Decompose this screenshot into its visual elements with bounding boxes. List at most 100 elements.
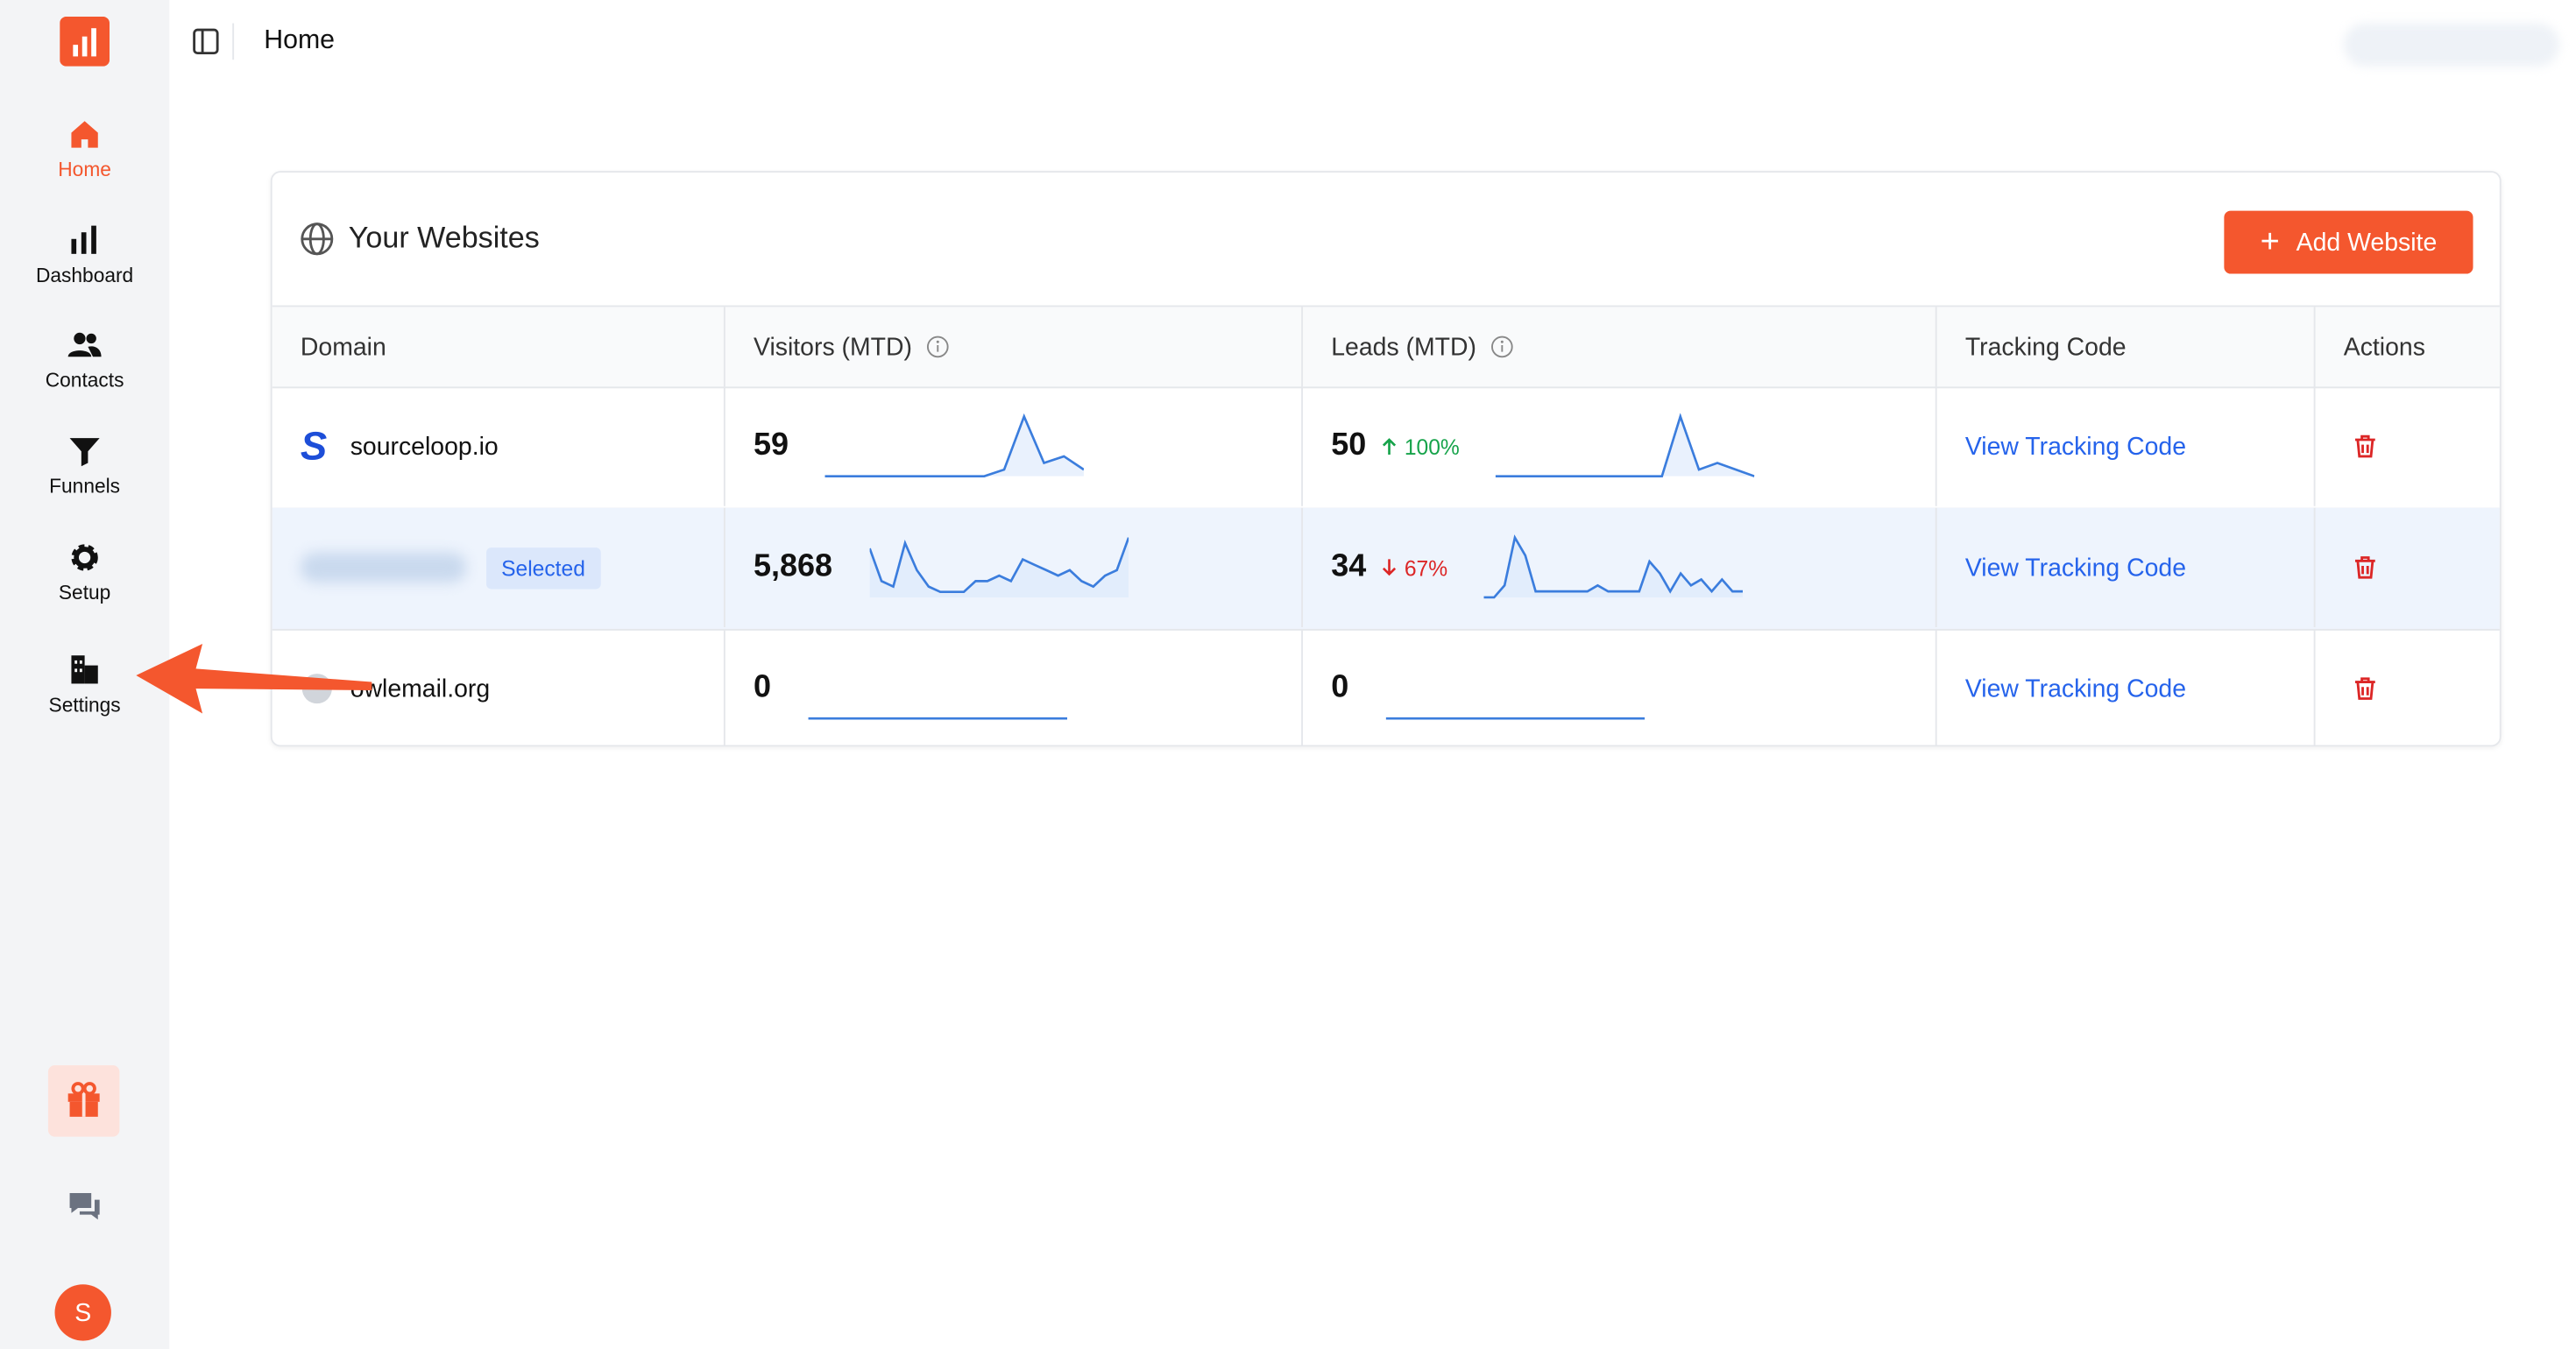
nav-label: Funnels — [49, 474, 121, 498]
nav-item[interactable]: Settings — [0, 652, 169, 717]
avatar[interactable]: S — [54, 1284, 111, 1341]
sparkline — [807, 717, 1067, 720]
info-icon — [1490, 335, 1512, 358]
tracking-link[interactable]: View Tracking Code — [1964, 674, 2187, 703]
column-header: Visitors (MTD) — [723, 307, 1301, 387]
column-header: Leads (MTD) — [1301, 307, 1936, 387]
table-cell: 34 67% — [1301, 507, 1936, 628]
table-cell: View Tracking Code — [1935, 386, 2314, 506]
delete-button[interactable] — [2352, 554, 2378, 581]
domain[interactable]: owlemail.org — [350, 674, 491, 703]
sparkline — [1384, 717, 1645, 720]
table-header: Domain Visitors (MTD) Leads (MTD) Tracking … — [272, 307, 2500, 389]
nav-item[interactable]: Home — [0, 117, 169, 181]
table-cell: 59 — [723, 386, 1301, 506]
annotation-arrow — [136, 643, 372, 714]
table-cell: Selected — [272, 508, 724, 627]
sparkline-line — [824, 413, 1085, 477]
nav-icon — [71, 121, 98, 148]
tracking-link[interactable]: View Tracking Code — [1964, 553, 2187, 582]
column-header: Actions — [2313, 307, 2500, 387]
change-arrow — [1383, 559, 1397, 576]
visitors: 59 — [754, 427, 789, 463]
nav-icon — [71, 225, 96, 254]
sparkline-area — [824, 416, 1085, 477]
websites-card: Your Websites + Add Website Domain Visitor… — [270, 171, 2502, 747]
sparkline-area — [1496, 416, 1756, 477]
nav-label: Home — [58, 157, 111, 181]
table-cell: 0 — [1301, 628, 1936, 745]
nav-label: Settings — [48, 693, 121, 717]
column-title: Leads (MTD) — [1331, 332, 1477, 362]
sparkline — [824, 413, 1085, 477]
globe-icon — [301, 222, 334, 256]
change: 100% — [1381, 434, 1460, 459]
table-cell: 0 — [723, 628, 1301, 745]
chat-button[interactable] — [67, 1190, 103, 1223]
nav-label: Dashboard — [35, 264, 134, 287]
column-title: Tracking Code — [1964, 332, 2127, 362]
site-logo: S — [301, 428, 327, 465]
leads: 50 — [1331, 427, 1367, 463]
sparkline-line — [1483, 534, 1744, 599]
column-title: Visitors (MTD) — [754, 332, 913, 362]
nav-icon — [71, 655, 98, 684]
delete-button[interactable] — [2352, 675, 2378, 702]
table-cell — [2313, 628, 2500, 745]
sparkline-area — [868, 537, 1129, 597]
table-cell: 5,868 — [723, 507, 1301, 628]
sparkline-line — [1496, 413, 1756, 477]
divider — [232, 23, 235, 60]
svg-text:S: S — [301, 428, 327, 465]
account-menu[interactable] — [2343, 23, 2560, 67]
nav-label: Contacts — [45, 368, 124, 392]
nav-item[interactable]: Setup — [0, 540, 169, 604]
info-icon — [926, 335, 948, 358]
leads: 34 — [1331, 549, 1367, 584]
table-cell — [2313, 386, 2500, 506]
change-value: 67% — [1404, 554, 1448, 581]
sparkline — [868, 537, 1129, 597]
column-title: Actions — [2343, 332, 2425, 362]
nav-icon — [67, 332, 102, 357]
nav-label: Setup — [58, 581, 111, 604]
visitors: 5,868 — [754, 549, 833, 584]
column-header: Tracking Code — [1935, 307, 2314, 387]
delete-button[interactable] — [2352, 433, 2378, 459]
sidebar-toggle[interactable] — [193, 28, 219, 55]
websites-table: Domain Visitors (MTD) Leads (MTD) Tracking … — [272, 305, 2500, 745]
change: 67% — [1381, 555, 1447, 580]
change-value: 100% — [1404, 434, 1460, 459]
change-arrow — [1383, 438, 1397, 456]
visitors: 0 — [754, 670, 772, 706]
gift-button[interactable] — [47, 1065, 120, 1137]
table-cell: View Tracking Code — [1935, 507, 2314, 628]
sparkline — [1496, 413, 1756, 477]
nav-item[interactable]: Funnels — [0, 433, 169, 498]
card-title: Your Websites — [348, 220, 540, 254]
sparkline-line — [868, 537, 1129, 594]
domain[interactable]: sourceloop.io — [350, 432, 499, 461]
sparkline — [1483, 534, 1744, 599]
nav-icon — [71, 544, 98, 571]
sparkline-area — [1483, 537, 1744, 597]
table-row: Selected 5,868 34 67% View Tracking Code — [272, 507, 2500, 631]
page-title: Home — [264, 26, 336, 55]
nav-item[interactable]: Dashboard — [0, 222, 169, 287]
badge: Selected — [486, 547, 600, 589]
domain-blurred — [300, 552, 467, 583]
table-row: owlemail.org 0 0 View Tracking Code — [272, 628, 2500, 745]
leads: 0 — [1331, 670, 1349, 706]
table-cell: 50 100% — [1301, 386, 1936, 506]
nav-item[interactable]: Contacts — [0, 327, 169, 392]
nav-icon — [69, 438, 100, 467]
column-title: Domain — [300, 332, 386, 362]
add-website-button[interactable]: + Add Website — [2224, 210, 2473, 274]
tracking-link[interactable]: View Tracking Code — [1964, 432, 2187, 461]
logo[interactable] — [60, 16, 110, 67]
table-cell: View Tracking Code — [1935, 628, 2314, 745]
